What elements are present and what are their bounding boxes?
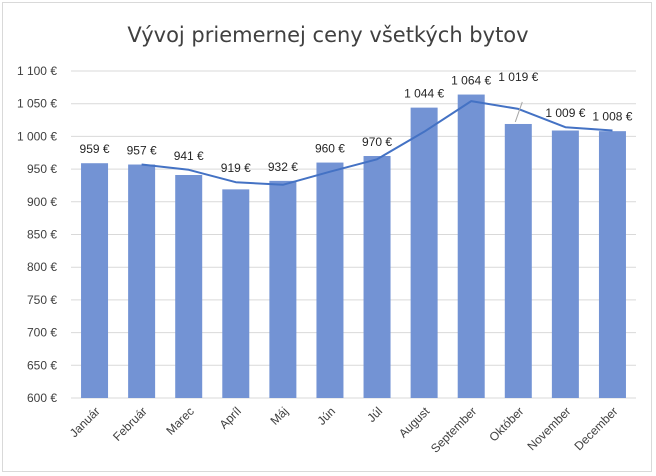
x-category-label: Február — [110, 404, 150, 444]
x-category-label: August — [396, 404, 433, 441]
data-label: 970 € — [362, 135, 392, 149]
data-label: 1 008 € — [592, 110, 632, 124]
y-tick-label: 650 € — [27, 358, 57, 372]
y-tick-label: 1 050 € — [17, 97, 57, 111]
y-tick-label: 850 € — [27, 228, 57, 242]
x-category-label: December — [572, 404, 621, 453]
data-label: 1 019 € — [498, 70, 538, 84]
chart-frame: Vývoj priemernej ceny všetkých bytov 959… — [2, 2, 652, 472]
bar — [316, 162, 344, 398]
chart-plot: 959 € 957 € 941 € 919 € 932 € 960 € 970 € 1 044… — [17, 64, 636, 456]
bar — [175, 174, 203, 398]
trend-line — [141, 100, 613, 186]
y-tick-label: 1 100 € — [17, 64, 57, 78]
bar — [363, 156, 391, 398]
data-label: 932 € — [268, 160, 298, 174]
x-category-label: Máj — [267, 404, 291, 428]
data-label: 957 € — [127, 144, 157, 158]
x-category-label: Marec — [163, 404, 196, 437]
bar — [269, 180, 297, 398]
y-tick-label: 900 € — [27, 195, 57, 209]
bar — [81, 163, 109, 398]
data-label: 1 009 € — [545, 106, 585, 120]
x-category-label: Jún — [314, 404, 338, 428]
data-label: 919 € — [221, 161, 251, 175]
bar — [551, 130, 579, 398]
bar — [504, 123, 532, 398]
data-label: 1 064 € — [451, 74, 491, 88]
bar — [598, 131, 626, 398]
bar — [410, 107, 438, 399]
x-category-label: November — [524, 404, 573, 453]
x-category-label: Október — [486, 404, 526, 444]
bar — [457, 94, 485, 398]
bar — [128, 164, 156, 398]
y-tick-label: 700 € — [27, 326, 57, 340]
data-label-leader — [514, 101, 523, 123]
chart-title: Vývoj priemernej ceny všetkých bytov — [127, 23, 529, 47]
data-label: 1 044 € — [404, 87, 444, 101]
y-tick-label: 750 € — [27, 293, 57, 307]
bar — [222, 189, 250, 398]
x-category-label: Júl — [364, 404, 385, 425]
x-category-label: Január — [67, 404, 103, 440]
y-tick-label: 950 € — [27, 162, 57, 176]
y-tick-label: 800 € — [27, 260, 57, 274]
data-label: 960 € — [315, 142, 345, 156]
y-tick-label: 1 000 € — [17, 129, 57, 143]
x-category-label: Apríl — [217, 404, 244, 431]
y-tick-label: 600 € — [27, 391, 57, 405]
x-category-label: September — [428, 404, 479, 455]
data-label: 959 € — [80, 142, 110, 156]
data-label: 941 € — [174, 149, 204, 163]
